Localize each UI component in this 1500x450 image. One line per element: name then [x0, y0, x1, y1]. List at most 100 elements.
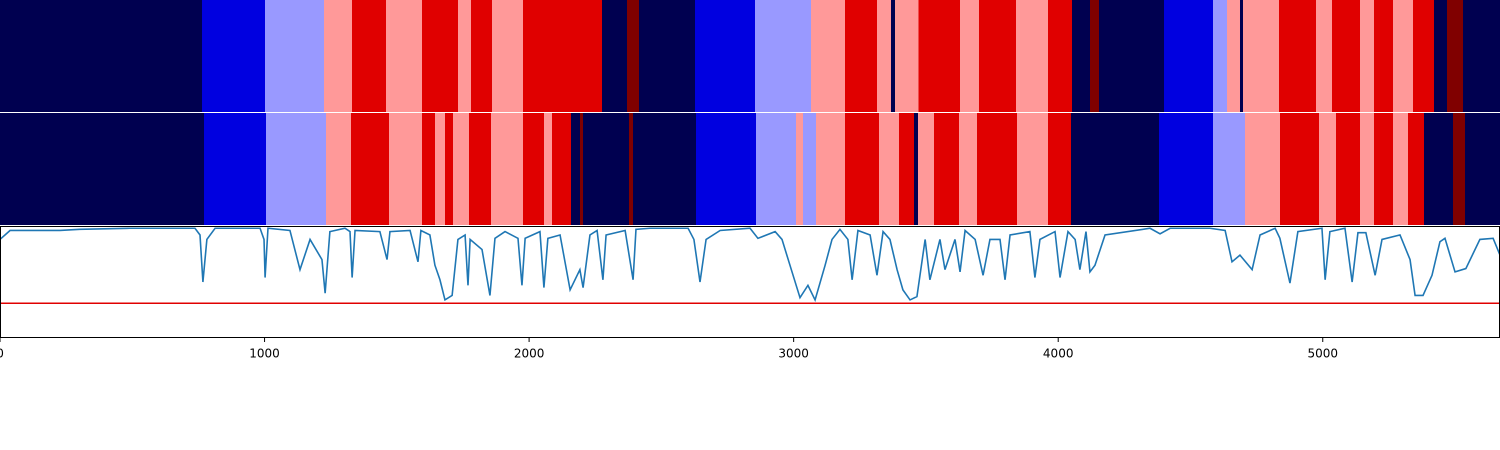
- x-tick-label: 3000: [778, 347, 809, 361]
- segment: [755, 0, 812, 112]
- segment: [1462, 0, 1500, 112]
- segment: [1315, 0, 1333, 112]
- segment: [1360, 0, 1375, 112]
- segment: [1243, 0, 1280, 112]
- segment: [914, 113, 918, 225]
- segment: [639, 0, 696, 112]
- segment: [583, 113, 630, 225]
- plot-frame: [0, 226, 1500, 338]
- segment: [811, 0, 845, 112]
- segment: [696, 113, 757, 225]
- segment: [471, 0, 493, 112]
- segment: [1048, 0, 1073, 112]
- segment: [895, 0, 919, 112]
- segment: [1244, 113, 1280, 225]
- segment: [523, 113, 544, 225]
- segment: [523, 0, 603, 112]
- segment: [452, 113, 470, 225]
- segment: [1164, 0, 1213, 112]
- segment: [934, 113, 959, 225]
- segment: [1318, 113, 1336, 225]
- segment: [579, 113, 584, 225]
- segment: [1213, 113, 1245, 225]
- segment: [1279, 113, 1319, 225]
- segment: [815, 113, 845, 225]
- segment: [976, 113, 1017, 225]
- segment: [1412, 0, 1435, 112]
- segment: [1016, 113, 1048, 225]
- segment: [1072, 0, 1090, 112]
- segment: [570, 113, 580, 225]
- segment: [491, 113, 524, 225]
- segment: [492, 0, 524, 112]
- segment: [0, 0, 203, 112]
- segment: [469, 113, 492, 225]
- segment: [1452, 113, 1466, 225]
- segment: [1226, 0, 1240, 112]
- segment: [1393, 113, 1408, 225]
- segment: [543, 113, 553, 225]
- segment: [457, 0, 472, 112]
- segment: [756, 113, 797, 225]
- segment: [1089, 0, 1100, 112]
- segment: [1239, 0, 1244, 112]
- segment: [1447, 0, 1463, 112]
- segment: [203, 113, 266, 225]
- segment: [844, 0, 877, 112]
- segment: [1360, 113, 1375, 225]
- segment: [325, 113, 352, 225]
- segment: [876, 0, 892, 112]
- segment: [434, 113, 445, 225]
- segment: [421, 113, 435, 225]
- segment: [1374, 113, 1394, 225]
- segment: [265, 113, 326, 225]
- x-tick-label: 4000: [1043, 347, 1074, 361]
- segment: [324, 0, 353, 112]
- segment: [1393, 0, 1413, 112]
- segment: [1465, 113, 1500, 225]
- segment: [1016, 0, 1049, 112]
- x-tick-label: 0: [0, 347, 4, 361]
- segment: [552, 113, 571, 225]
- segment: [265, 0, 325, 112]
- segment: [879, 113, 899, 225]
- segment: [898, 113, 915, 225]
- segment: [1335, 113, 1361, 225]
- x-tick-label: 2000: [514, 347, 545, 361]
- segment: [202, 0, 266, 112]
- segment: [695, 0, 756, 112]
- segment: [0, 113, 204, 225]
- segment: [917, 113, 935, 225]
- segment: [385, 0, 422, 112]
- segment: [1374, 0, 1394, 112]
- segment: [960, 0, 980, 112]
- segment: [1047, 113, 1071, 225]
- segment: [1070, 113, 1159, 225]
- segment: [1212, 0, 1227, 112]
- segment: [1279, 0, 1316, 112]
- segment: [1434, 0, 1448, 112]
- segment: [891, 0, 896, 112]
- data-line: [0, 227, 1500, 303]
- segment: [421, 0, 458, 112]
- segment: [602, 0, 627, 112]
- segment: [1099, 0, 1165, 112]
- segment: [1407, 113, 1424, 225]
- segment: [844, 113, 880, 225]
- segment: [802, 113, 816, 225]
- segment: [633, 113, 697, 225]
- segment: [1158, 113, 1214, 225]
- segment: [918, 0, 961, 112]
- segment: [444, 113, 453, 225]
- segment: [1423, 113, 1453, 225]
- segment: [958, 113, 977, 225]
- x-tick-label: 1000: [249, 347, 280, 361]
- segment: [979, 0, 1017, 112]
- segment: [796, 113, 803, 225]
- segment: [352, 0, 386, 112]
- x-tick-label: 5000: [1307, 347, 1338, 361]
- segment: [388, 113, 422, 225]
- segment: [351, 113, 389, 225]
